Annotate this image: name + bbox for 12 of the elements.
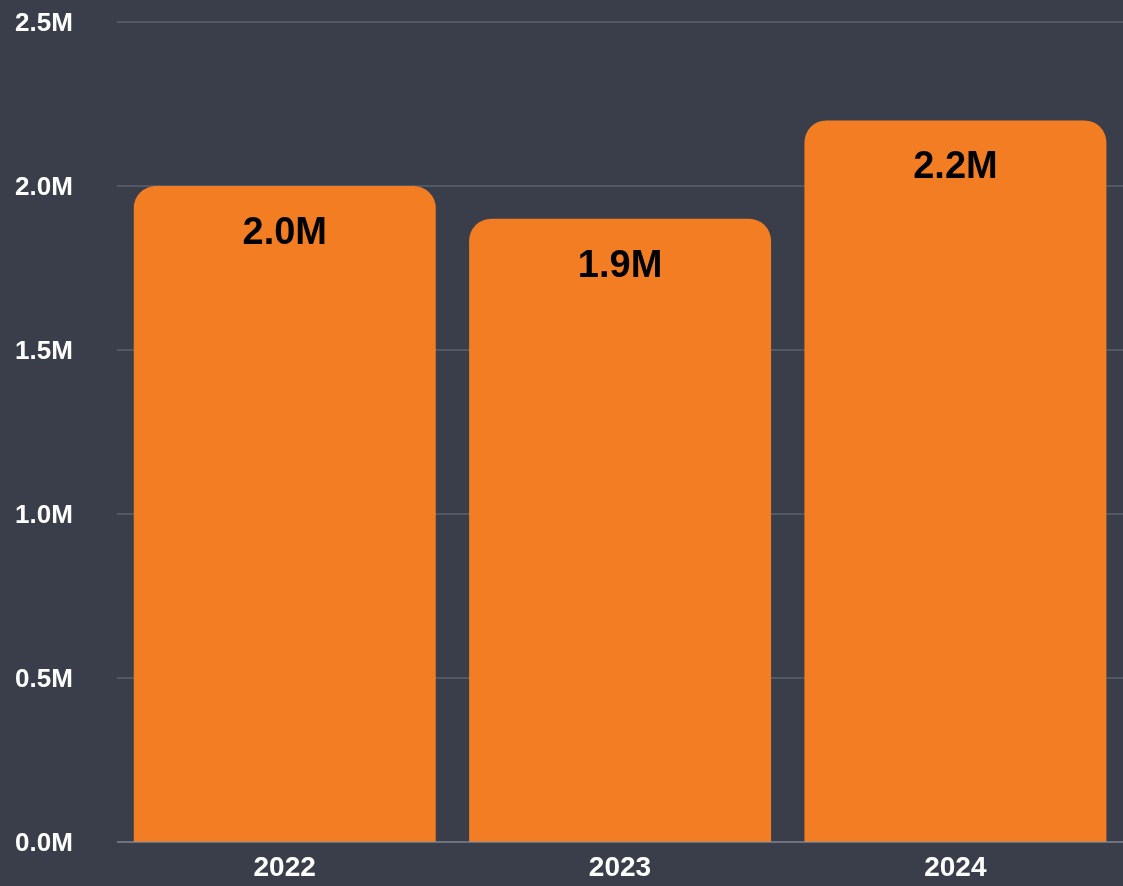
y-tick-label: 2.0M bbox=[15, 171, 73, 201]
data-label: 2.2M bbox=[913, 144, 998, 187]
y-tick-label: 1.5M bbox=[15, 335, 73, 365]
x-tick-label: 2022 bbox=[253, 850, 316, 882]
x-tick-label: 2024 bbox=[924, 850, 987, 882]
y-tick-label: 2.5M bbox=[15, 7, 73, 37]
y-tick-label: 1.0M bbox=[15, 499, 73, 529]
data-label: 1.9M bbox=[577, 242, 663, 285]
y-tick-label: 0.5M bbox=[15, 663, 73, 693]
x-tick-label: 2023 bbox=[588, 850, 652, 882]
data-label: 2.0M bbox=[242, 210, 328, 252]
y-tick-label: 0.0M bbox=[15, 827, 73, 857]
